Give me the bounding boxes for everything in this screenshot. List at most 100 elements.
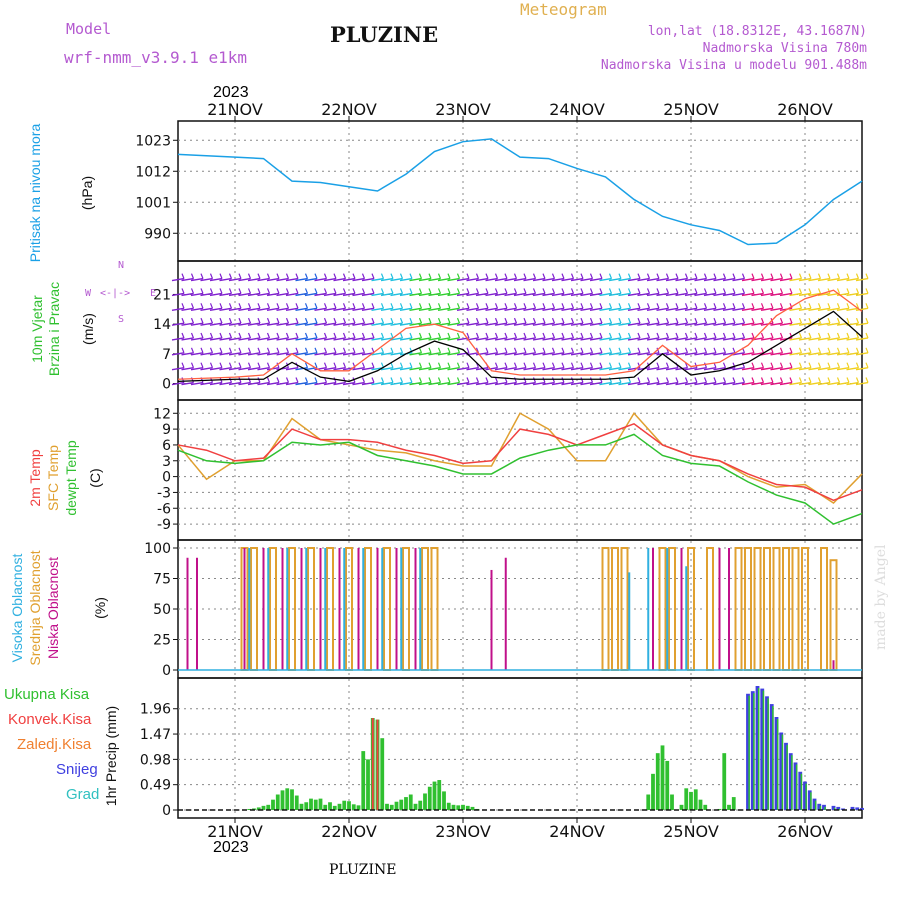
wind-barb-flag	[855, 362, 860, 368]
wind-barb	[798, 307, 812, 311]
wind-barb-flag	[409, 317, 413, 324]
wind-barb-flag	[285, 347, 290, 354]
wind-barb-flag	[513, 362, 518, 368]
precip-rain-bar	[689, 791, 693, 810]
wind-barb-flag	[656, 332, 660, 339]
wind-barb	[228, 381, 242, 386]
wind-barb	[181, 277, 194, 282]
wind-barb	[257, 381, 270, 386]
wind-barb-flag	[656, 273, 660, 279]
wind-barb	[342, 337, 356, 341]
wind-barb	[171, 277, 185, 282]
wind-barb	[589, 292, 603, 297]
wind-barb-flag	[808, 303, 812, 309]
wind-barb	[257, 337, 270, 341]
wind-barb-flag	[181, 273, 185, 279]
wind-barb	[551, 352, 565, 356]
wind-barb	[323, 277, 337, 282]
wind-barb	[637, 322, 650, 326]
wind-barb-flag	[504, 317, 508, 324]
wind-barb-flag	[333, 377, 337, 383]
wind-barb-flag	[504, 273, 508, 279]
wind-barb	[390, 307, 403, 311]
wind-barb-flag	[789, 303, 793, 309]
wind-barb	[333, 322, 346, 326]
wind-barb-flag	[181, 303, 185, 309]
model-label: Model	[66, 20, 112, 38]
precip-snow-bar	[774, 717, 779, 810]
precip-rain-bar	[722, 753, 727, 810]
wind-barb	[618, 307, 631, 311]
wind-barb	[171, 307, 185, 311]
wind-barb	[504, 337, 517, 341]
legend-total-rain: Ukupna Kisa	[4, 686, 90, 703]
wind-barb-flag	[608, 347, 613, 354]
wind-barb	[637, 307, 650, 311]
wind-barb-flag	[808, 347, 812, 354]
wind-barb	[684, 277, 698, 282]
wind-barb	[314, 337, 327, 341]
precip-convective-bar	[371, 718, 374, 810]
wind-barb	[209, 337, 223, 341]
wind-barb	[380, 352, 394, 356]
wind-barb-flag	[703, 288, 708, 294]
wind-barb-flag	[798, 288, 803, 294]
wind-barb	[266, 292, 280, 297]
wind-barb	[836, 307, 850, 311]
wind-barb	[209, 366, 223, 371]
wind-barb-flag	[646, 317, 651, 324]
y-tick-label: -6	[157, 501, 171, 517]
wind-barb-flag	[542, 303, 546, 309]
wind-barb-flag	[637, 377, 641, 383]
wind-barb	[532, 337, 546, 341]
wind-barb-flag	[684, 347, 689, 354]
wind-barb-flag	[238, 362, 242, 368]
wind-barb	[504, 277, 517, 282]
precip-snow-bar	[860, 807, 864, 810]
wind-barb	[181, 381, 194, 386]
precip-rain-bar	[800, 773, 803, 810]
wind-barb	[817, 381, 831, 386]
wind-barb	[475, 381, 489, 386]
wind-barb-flag	[589, 377, 594, 383]
wind-barb-flag	[817, 317, 822, 324]
wind-barb	[808, 366, 821, 371]
wind-barb	[342, 322, 356, 326]
wind-barb	[276, 381, 289, 386]
wind-barb	[494, 307, 508, 311]
wind-barb	[342, 292, 356, 297]
wind-barb	[551, 307, 565, 311]
wind-barb-flag	[200, 273, 204, 279]
wind-barb-flag	[466, 332, 470, 339]
precip-rain-bar	[679, 804, 684, 810]
wind-barb	[171, 366, 185, 371]
wind-barb-flag	[618, 332, 622, 339]
wind-barb-flag	[817, 273, 822, 279]
wind-barb-flag	[390, 347, 394, 354]
wind-barb	[751, 277, 764, 282]
wind-barb	[228, 307, 242, 311]
wind-barb	[637, 352, 650, 356]
wind-barb-flag	[504, 362, 508, 368]
wind-barb	[504, 292, 517, 297]
wind-barb-flag	[808, 317, 812, 324]
wind-barb-flag	[846, 332, 850, 339]
wind-barb	[760, 381, 774, 386]
wind-barb-flag	[665, 273, 670, 279]
precip-snow-bar	[784, 742, 788, 810]
wind-barb-flag	[789, 377, 793, 383]
wind-barb-flag	[257, 288, 261, 294]
wind-barb-flag	[247, 288, 252, 294]
wind-barb	[361, 381, 375, 386]
precip-rain-bar	[767, 698, 769, 810]
wind-barb	[437, 381, 451, 386]
wind-barb	[485, 322, 498, 326]
wind-barb-flag	[466, 377, 470, 383]
legend-freezing-rain: Zaledj.Kisa	[17, 736, 92, 753]
precip-rain-bar	[660, 745, 665, 810]
wind-barb	[561, 337, 574, 341]
precip-snow-bar	[850, 806, 855, 810]
wind-barb-flag	[361, 332, 366, 339]
y-tick-label: 0	[162, 803, 171, 819]
wind-barb-flag	[684, 332, 689, 339]
